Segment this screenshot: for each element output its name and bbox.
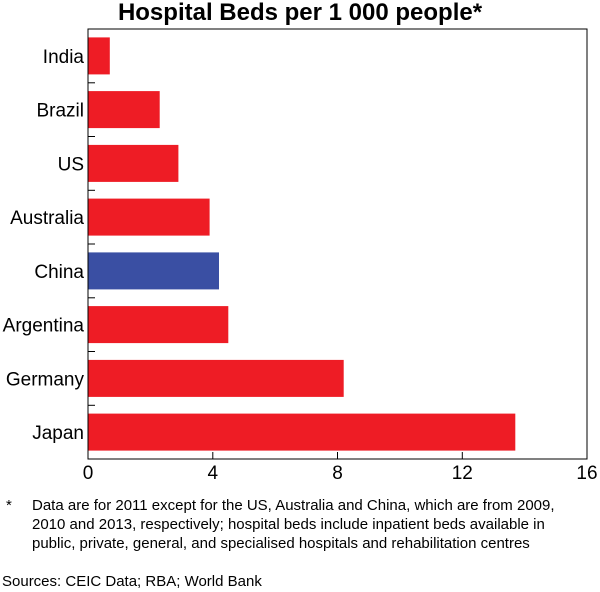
y-tick-label-australia: Australia bbox=[10, 208, 84, 229]
y-tick-label-brazil: Brazil bbox=[36, 101, 84, 122]
y-ticks-group bbox=[88, 82, 95, 406]
bar-us bbox=[88, 144, 179, 182]
plot-frame bbox=[87, 28, 588, 460]
bar-germany bbox=[88, 359, 344, 397]
sources-note: Sources: CEIC Data; RBA; World Bank bbox=[2, 573, 262, 590]
x-tick-label-16: 16 bbox=[576, 463, 597, 484]
bar-china bbox=[88, 252, 219, 290]
y-tick-label-us: US bbox=[58, 154, 84, 175]
y-tick-label-argentina: Argentina bbox=[3, 316, 85, 337]
x-tick-label-4: 4 bbox=[208, 463, 219, 484]
bar-australia bbox=[88, 198, 210, 236]
bars-group bbox=[88, 37, 516, 451]
x-labels-group: 0 4 8 12 16 bbox=[83, 463, 598, 484]
y-tick-label-china: China bbox=[34, 262, 84, 283]
x-tick-label-8: 8 bbox=[332, 463, 343, 484]
chart-title: Hospital Beds per 1 000 people* bbox=[117, 0, 483, 26]
y-labels-group: India Brazil US Australia China Argentina Germ… bbox=[3, 47, 85, 444]
x-tick-label-0: 0 bbox=[83, 463, 94, 484]
y-tick-label-germany: Germany bbox=[6, 369, 85, 390]
bar-india bbox=[88, 37, 110, 75]
y-tick-label-japan: Japan bbox=[32, 423, 84, 444]
bar-brazil bbox=[88, 91, 160, 129]
y-tick-label-india: India bbox=[43, 47, 85, 68]
footnote-marker: * bbox=[6, 497, 12, 514]
bar-japan bbox=[88, 413, 516, 451]
bar-chart: India Brazil US Australia China Argentina Germ… bbox=[3, 28, 598, 484]
footnote: * Data are for 2011 except for the US, A… bbox=[6, 496, 566, 553]
x-ticks-group bbox=[87, 452, 588, 459]
footnote-text: Data are for 2011 except for the US, Aus… bbox=[32, 497, 555, 552]
x-tick-label-12: 12 bbox=[452, 463, 473, 484]
bar-argentina bbox=[88, 306, 229, 344]
